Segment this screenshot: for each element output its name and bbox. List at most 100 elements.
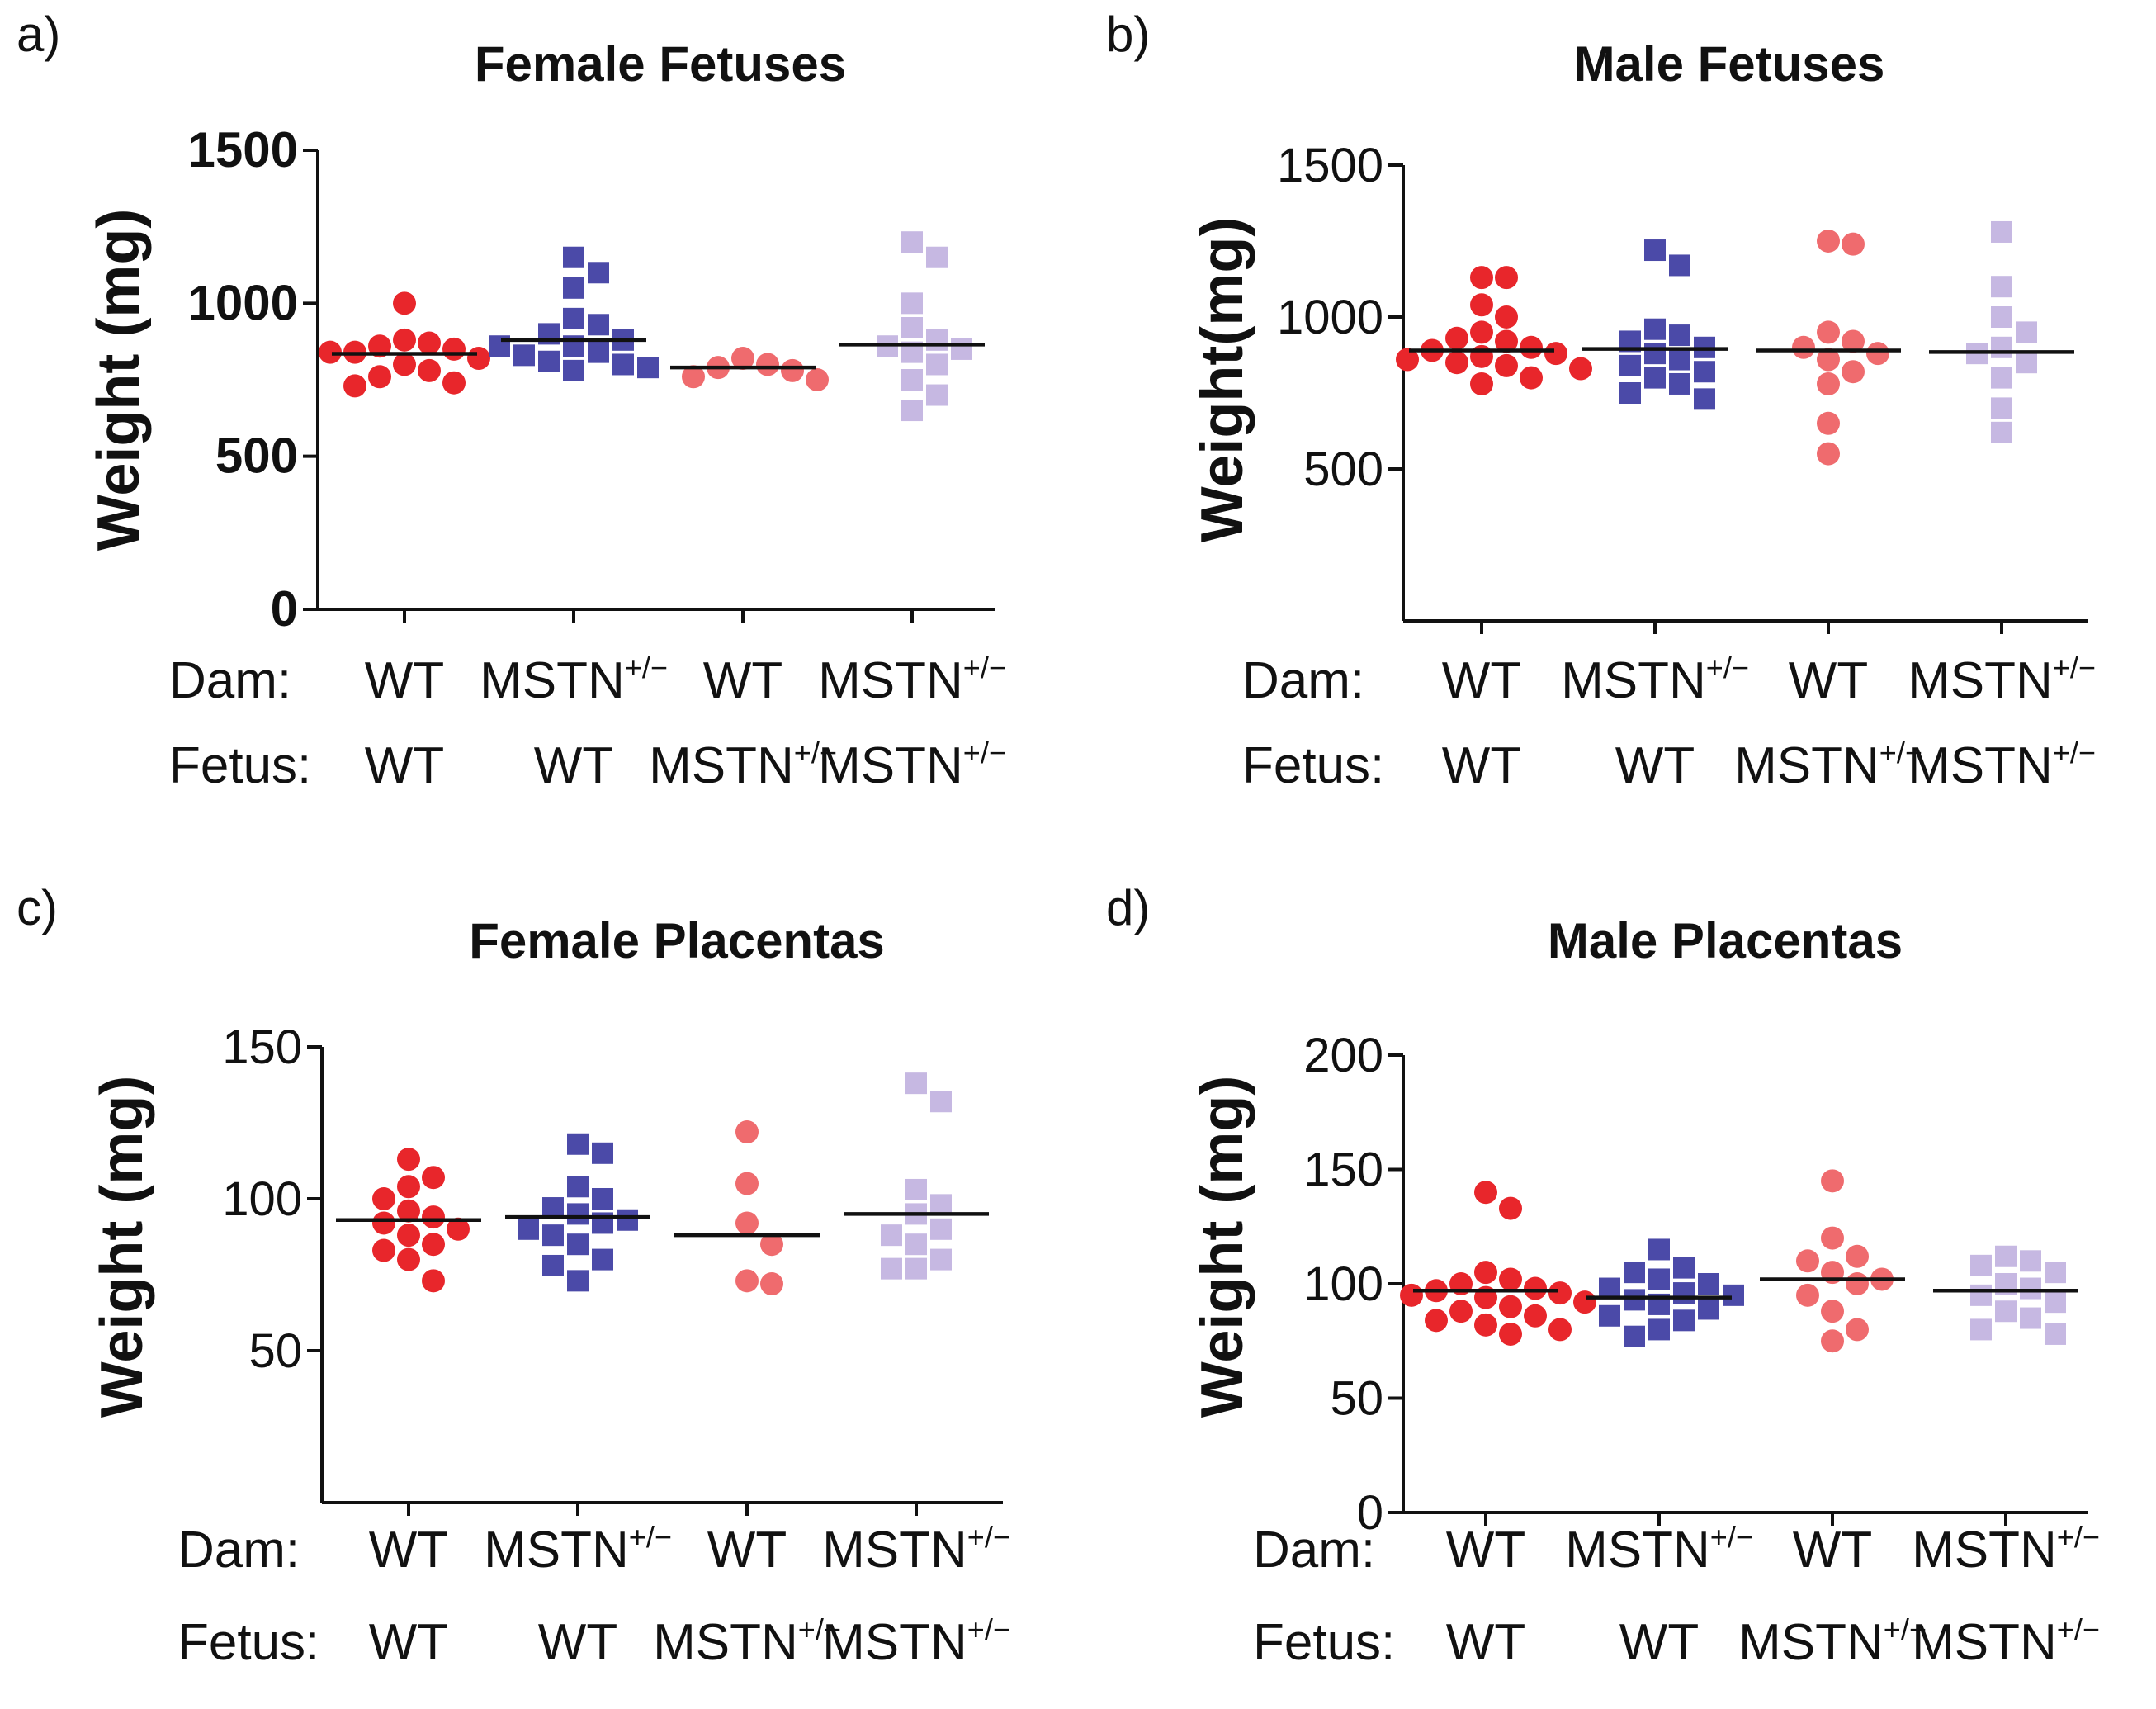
data-point <box>1470 266 1493 290</box>
dam-category-label: MSTN+/− <box>818 651 1006 709</box>
dam-row-label: Dam: <box>1242 652 1364 709</box>
chart-panel-a: a) Female Fetuses Weight (mg) 0 500 1000 1500 D… <box>17 7 1006 794</box>
data-point <box>2045 1291 2066 1314</box>
data-group <box>1929 220 2074 443</box>
data-point <box>1624 1325 1645 1347</box>
data-point <box>442 337 466 361</box>
chart-panel-c: c) Female Placentas Weight (mg) 50 100 150 Dam… <box>17 880 1010 1671</box>
data-point <box>901 400 923 422</box>
data-point <box>422 1205 445 1229</box>
fetus-category-label: WT <box>538 1614 617 1671</box>
y-tick-label: 500 <box>1303 443 1383 496</box>
y-axis-label: Weight (mg) <box>86 209 152 552</box>
data-point <box>1644 343 1666 365</box>
data-point <box>518 1218 539 1240</box>
data-point <box>1821 1169 1844 1193</box>
data-point <box>588 341 609 363</box>
data-point <box>1821 1300 1844 1323</box>
y-tick-label: 1000 <box>188 275 298 330</box>
data-point <box>1995 1300 2017 1323</box>
data-point <box>1470 320 1493 344</box>
data-point <box>542 1254 564 1276</box>
data-group <box>1582 239 1728 410</box>
data-point <box>538 350 560 372</box>
data-point <box>901 316 923 338</box>
data-point <box>563 307 584 329</box>
data-point <box>1817 320 1840 344</box>
fetus-category-label-superscript: +/− <box>2057 1612 2100 1646</box>
data-point <box>617 1209 638 1231</box>
data-point <box>926 329 948 351</box>
data-point <box>1624 1262 1645 1284</box>
data-point <box>2020 1307 2041 1329</box>
data-point <box>2016 352 2037 374</box>
dam-category-label: WT <box>1789 652 1868 709</box>
data-point <box>1792 335 1815 359</box>
data-point <box>397 1148 420 1172</box>
dam-category-label-superscript: +/− <box>629 1520 672 1554</box>
y-tick-label: 0 <box>271 581 298 637</box>
data-point <box>592 1248 613 1271</box>
data-point <box>1723 1284 1744 1306</box>
chart-title: Male Fetuses <box>1574 36 1885 92</box>
y-tick-label: 150 <box>222 1020 302 1074</box>
y-tick-label: 50 <box>248 1324 302 1378</box>
data-point <box>393 353 416 376</box>
data-point <box>1495 353 1518 377</box>
fetus-category-label-superscript: +/− <box>963 736 1006 769</box>
y-axis-label: Weight(mg) <box>1189 217 1255 543</box>
fetus-category-label: WT <box>365 737 444 794</box>
data-point <box>567 1203 589 1225</box>
dam-category-label: MSTN+/− <box>480 651 668 709</box>
data-point <box>368 334 391 358</box>
data-point <box>1520 366 1543 390</box>
data-point <box>1499 1196 1522 1220</box>
dam-category-label-text: MSTN <box>818 652 963 709</box>
data-point <box>735 1172 759 1195</box>
data-group <box>505 1133 650 1292</box>
data-point <box>1470 344 1493 368</box>
data-point <box>1499 1295 1522 1318</box>
data-point <box>1698 1298 1719 1320</box>
dam-category-label-superscript: +/− <box>2053 651 2096 684</box>
fetus-category-label-superscript: +/− <box>967 1612 1010 1646</box>
data-point <box>1648 1238 1670 1261</box>
data-point <box>1842 232 1865 256</box>
fetus-category-label-text: MSTN <box>1908 737 2053 794</box>
data-point <box>1396 348 1419 372</box>
data-point <box>1548 1318 1572 1342</box>
data-group <box>839 231 985 422</box>
data-point <box>372 1187 395 1210</box>
data-point <box>513 344 535 367</box>
fetus-category-label-text: WT <box>534 737 613 794</box>
fetus-category-label: MSTN+/− <box>1734 736 1922 794</box>
dam-category-label: MSTN+/− <box>1565 1520 1753 1579</box>
dam-category-label-superscript: +/− <box>1710 1520 1753 1554</box>
fetus-category-label: WT <box>369 1614 448 1671</box>
data-point <box>1400 1283 1423 1307</box>
data-point <box>1499 1322 1522 1346</box>
data-point <box>1445 326 1468 350</box>
fetus-category-label-text: MSTN <box>1738 1614 1884 1671</box>
chart-title: Male Placentas <box>1548 913 1903 968</box>
data-point <box>1817 348 1840 372</box>
data-point <box>567 1176 589 1198</box>
data-point <box>637 357 659 379</box>
dam-category-label: WT <box>1446 1522 1525 1579</box>
data-point <box>1474 1181 1497 1205</box>
fetus-row-label: Fetus: <box>1253 1614 1395 1671</box>
y-axis-label: Weight (mg) <box>1189 1076 1255 1418</box>
fetus-category-label: WT <box>1446 1614 1525 1671</box>
dam-category-label-superscript: +/− <box>1706 651 1749 684</box>
data-point <box>563 246 584 268</box>
data-point <box>1425 1309 1448 1333</box>
fetus-category-label-superscript: +/− <box>2053 736 2096 769</box>
data-point <box>422 1233 445 1257</box>
fetus-row-label: Fetus: <box>1242 737 1384 794</box>
data-point <box>926 384 948 406</box>
data-point <box>760 1233 783 1257</box>
data-point <box>2045 1323 2066 1345</box>
dam-category-label: WT <box>707 1522 787 1579</box>
data-group <box>674 1120 820 1296</box>
